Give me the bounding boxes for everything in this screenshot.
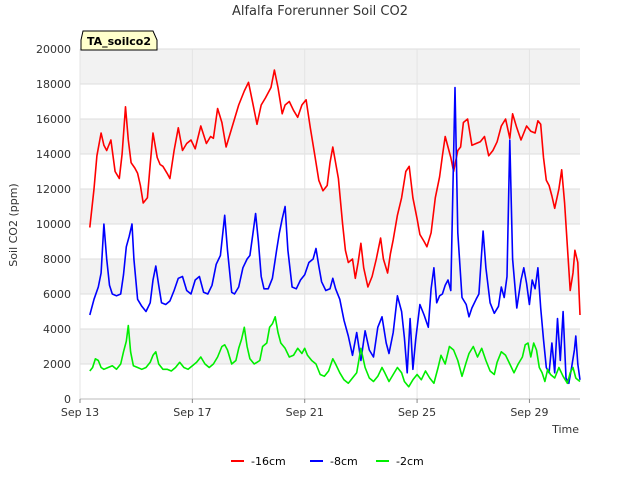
- legend-item: -2cm: [376, 455, 424, 468]
- legend-label: -2cm: [396, 455, 424, 468]
- x-tick-label: Sep 29: [510, 406, 548, 419]
- plot-band: [80, 329, 580, 364]
- x-tick-label: Sep 25: [398, 406, 436, 419]
- plot-band: [80, 294, 580, 329]
- legend: -16cm -8cm -2cm: [231, 455, 424, 468]
- station-tag: TA_soilco2: [80, 30, 158, 51]
- y-tick-label: 12000: [36, 183, 71, 196]
- x-tick-label: Sep 17: [173, 406, 211, 419]
- y-tick-label: 20000: [36, 43, 71, 56]
- x-axis: Sep 13 Sep 17 Sep 21 Sep 25 Sep 29: [61, 398, 580, 419]
- plot-band: [80, 49, 580, 84]
- series-line-neg16cm: [89, 69, 581, 316]
- plot-band: [80, 189, 580, 224]
- y-tick-label: 18000: [36, 78, 71, 91]
- y-tick-label: 8000: [43, 253, 71, 266]
- plot-band: [80, 119, 580, 154]
- series-line-neg8cm: [89, 86, 581, 385]
- x-tick-label: Sep 21: [286, 406, 324, 419]
- series-line-neg2cm: [89, 315, 581, 388]
- station-tag-box: [80, 30, 158, 51]
- plot-area: [80, 49, 580, 399]
- legend-label: -8cm: [330, 455, 358, 468]
- y-tick-label: 10000: [36, 218, 71, 231]
- station-tag-label: TA_soilco2: [87, 35, 151, 48]
- x-axis-label: Time: [551, 423, 579, 436]
- y-tick-label: 4000: [43, 323, 71, 336]
- y-axis: 0 2000 4000 6000 8000 10000 12000 14000 16000 180…: [36, 43, 71, 406]
- y-tick-label: 6000: [43, 288, 71, 301]
- series-lines: [89, 69, 581, 388]
- y-tick-label: 2000: [43, 358, 71, 371]
- legend-item: -8cm: [310, 455, 358, 468]
- x-tick-label: Sep 13: [61, 406, 99, 419]
- chart-title: Alfalfa Forerunner Soil CO2: [232, 4, 408, 19]
- y-tick-label: 16000: [36, 113, 71, 126]
- legend-label: -16cm: [251, 455, 286, 468]
- y-axis-label: Soil CO2 (ppm): [7, 183, 20, 266]
- plot-band: [80, 224, 580, 259]
- legend-item: -16cm: [231, 455, 286, 468]
- y-tick-label: 0: [64, 393, 71, 406]
- y-tick-label: 14000: [36, 148, 71, 161]
- plot-band: [80, 84, 580, 119]
